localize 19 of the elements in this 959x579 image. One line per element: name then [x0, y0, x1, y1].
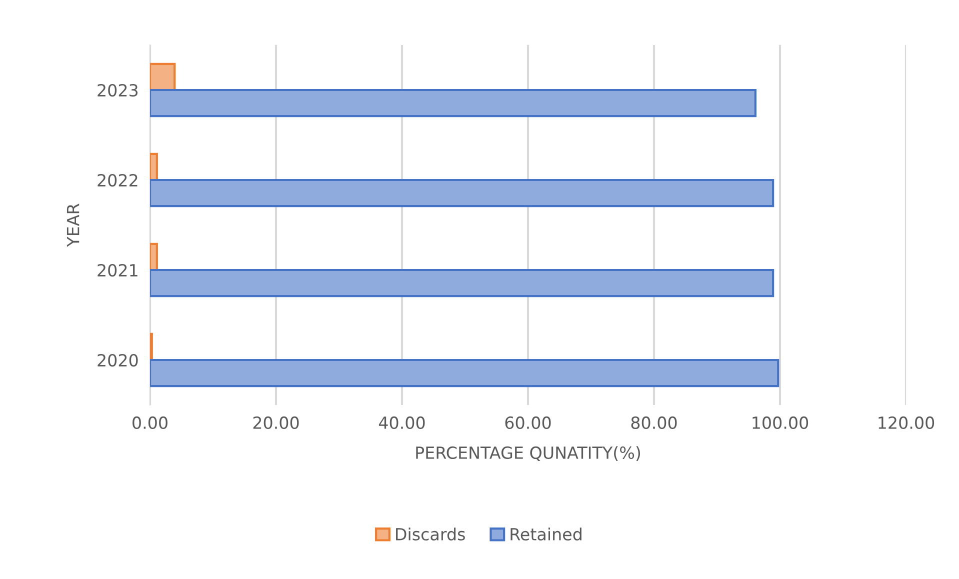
legend-label: Discards	[396, 528, 465, 541]
y-tick-label: 2022	[98, 174, 138, 187]
bar	[150, 88, 756, 118]
x-tick-label: 60.00	[505, 416, 551, 430]
x-tick-label: 40.00	[378, 416, 425, 430]
y-tick-label: 2020	[98, 354, 138, 367]
bar	[150, 358, 780, 388]
x-tick-label: 80.00	[631, 416, 677, 430]
x-axis-title: PERCENTAGE QUNATITY(%)	[416, 446, 640, 461]
bar	[150, 178, 774, 208]
legend-label: Retained	[510, 528, 582, 541]
x-tick-label: 0.00	[132, 416, 168, 430]
x-tick-label: 120.00	[878, 416, 934, 430]
y-tick-label: 2023	[98, 84, 138, 97]
bar	[150, 268, 774, 298]
y-tick-label: 2021	[98, 264, 138, 277]
x-tick-label: 100.00	[752, 416, 808, 430]
y-axis-title: YEAR	[66, 204, 80, 247]
x-tick-label: 20.00	[253, 416, 299, 430]
